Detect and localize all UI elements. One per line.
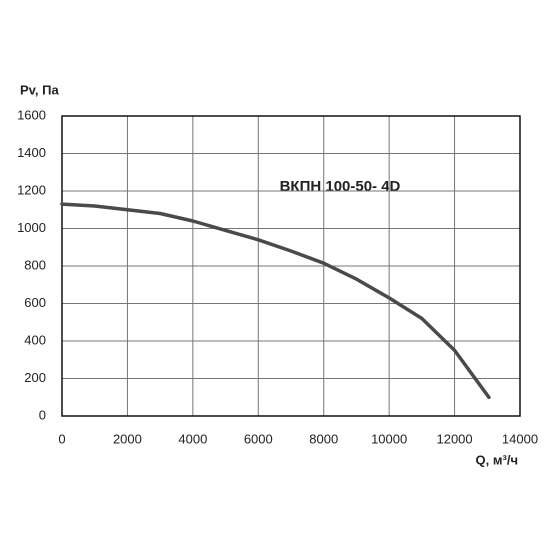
x-tick-label: 4000 <box>178 431 207 446</box>
plot-border <box>61 115 521 417</box>
x-tick-label: 8000 <box>309 431 338 446</box>
x-tick-label: 14000 <box>502 431 538 446</box>
y-tick-label: 1400 <box>17 145 46 160</box>
data-line <box>60 202 491 400</box>
y-axis-label: Pv, Па <box>20 82 60 97</box>
y-tick-label: 800 <box>24 257 46 272</box>
x-tick-label: 12000 <box>436 431 472 446</box>
y-tick-label: 600 <box>24 295 46 310</box>
y-tick-label: 1200 <box>17 182 46 197</box>
y-tick-label: 1600 <box>17 107 46 122</box>
y-tick-label: 1000 <box>17 220 46 235</box>
x-tick-label: 2000 <box>113 431 142 446</box>
x-tick-label: 6000 <box>244 431 273 446</box>
x-tick-label: 0 <box>58 431 65 446</box>
chart-title: ВКПН 100-50- 4D <box>280 178 401 195</box>
y-tick-label: 200 <box>24 370 46 385</box>
x-tick-label: 10000 <box>371 431 407 446</box>
y-tick-label: 400 <box>24 332 46 347</box>
y-tick-label: 0 <box>39 407 46 422</box>
x-axis-label: Q, м³/ч <box>476 452 518 467</box>
